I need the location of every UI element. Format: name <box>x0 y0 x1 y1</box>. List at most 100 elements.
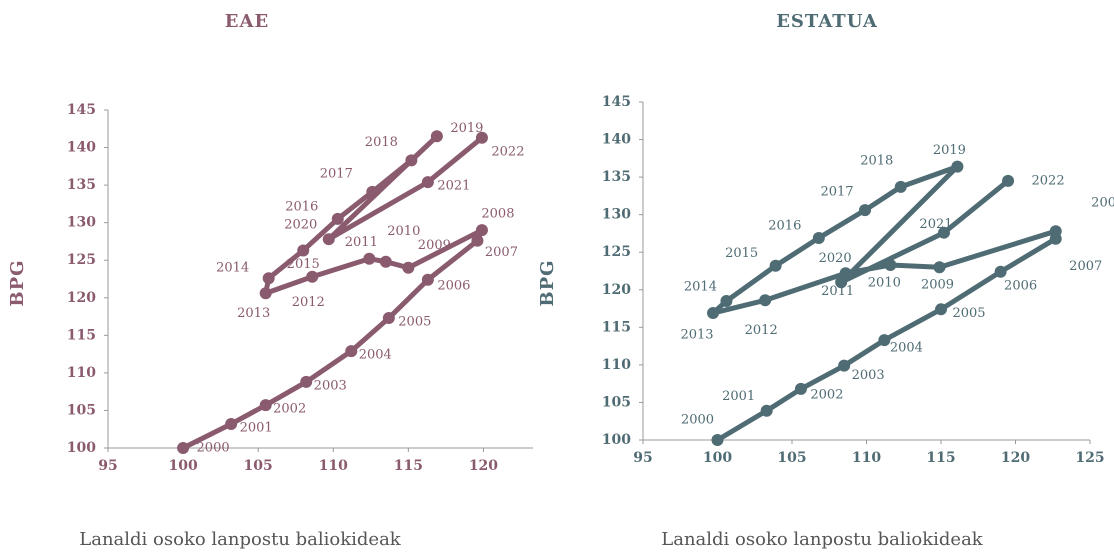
data-point <box>859 204 872 217</box>
data-point <box>937 226 950 239</box>
data-point <box>711 434 724 446</box>
data-point <box>835 276 848 289</box>
point-label: 2001 <box>722 389 755 404</box>
data-point <box>994 265 1007 278</box>
point-label: 2018 <box>860 153 893 168</box>
data-point <box>225 417 238 430</box>
point-label: 2009 <box>418 238 451 253</box>
point-label: 2006 <box>437 278 470 293</box>
x-tick-label: 95 <box>633 450 652 466</box>
point-label: 2011 <box>821 284 854 299</box>
data-point <box>1002 174 1015 187</box>
point-label: 2009 <box>921 278 954 293</box>
x-tick-label: 125 <box>1075 450 1104 466</box>
point-label: 2003 <box>852 368 885 383</box>
point-label: 2020 <box>819 251 852 266</box>
data-point <box>259 399 272 412</box>
point-label: 2010 <box>868 275 901 290</box>
x-tick-label: 110 <box>319 458 348 474</box>
data-point <box>471 234 484 247</box>
x-tick-label: 100 <box>703 450 732 466</box>
y-tick-label: 115 <box>67 327 96 343</box>
data-point <box>405 154 418 167</box>
y-tick-label: 135 <box>67 177 96 193</box>
y-tick-label: 130 <box>602 207 631 223</box>
y-tick-label: 135 <box>602 169 631 185</box>
point-label: 2004 <box>890 341 923 356</box>
y-tick-label: 120 <box>602 282 631 298</box>
point-label: 2015 <box>287 257 320 272</box>
point-label: 2022 <box>491 144 524 159</box>
data-point <box>878 334 891 347</box>
y-tick-label: 100 <box>602 432 631 448</box>
point-label: 2013 <box>680 328 713 343</box>
y-tick-label: 125 <box>67 252 96 268</box>
point-label: 2018 <box>365 135 398 150</box>
data-point <box>769 259 782 272</box>
x-axis-label: Lanaldi osoko lanpostu baliokideak <box>661 529 984 550</box>
point-label: 2010 <box>387 224 420 239</box>
data-point <box>759 294 772 307</box>
data-point <box>720 295 733 308</box>
x-tick-label: 100 <box>168 458 197 474</box>
data-point <box>382 312 395 325</box>
data-point <box>475 131 488 144</box>
data-point <box>331 212 344 225</box>
data-point <box>430 130 443 143</box>
data-point <box>421 176 434 189</box>
point-label: 2012 <box>292 295 325 310</box>
data-point <box>379 255 392 268</box>
y-tick-label: 140 <box>67 140 96 156</box>
point-label: 2021 <box>437 179 470 194</box>
data-point <box>884 258 897 271</box>
point-label: 2014 <box>684 280 717 295</box>
y-tick-label: 140 <box>602 132 631 148</box>
point-label: 2019 <box>450 121 483 136</box>
point-label: 2005 <box>952 306 985 321</box>
x-tick-label: 115 <box>394 458 423 474</box>
data-point <box>812 231 825 244</box>
y-tick-label: 130 <box>67 215 96 231</box>
y-tick-label: 110 <box>602 357 631 373</box>
data-point <box>935 303 947 316</box>
point-label: 2014 <box>216 261 249 276</box>
y-tick-label: 145 <box>602 94 631 110</box>
data-point <box>707 307 720 320</box>
data-point <box>475 224 488 237</box>
point-label: 2002 <box>273 402 306 417</box>
point-label: 2006 <box>1004 278 1037 293</box>
data-point <box>838 359 851 372</box>
y-tick-label: 100 <box>67 440 96 456</box>
y-tick-label: 125 <box>602 244 631 260</box>
y-tick-label: 105 <box>67 402 96 418</box>
x-tick-label: 120 <box>1001 450 1030 466</box>
data-point <box>421 273 434 286</box>
data-point <box>894 180 907 193</box>
y-tick-label: 145 <box>67 102 96 118</box>
x-tick-label: 120 <box>469 458 498 474</box>
data-point <box>306 270 319 283</box>
point-label: 2012 <box>745 323 778 338</box>
chart-title: EAE <box>225 11 269 32</box>
x-tick-label: 105 <box>244 458 273 474</box>
point-label: 2007 <box>485 245 518 260</box>
point-label: 2017 <box>320 166 353 181</box>
y-axis-label: BPG <box>537 259 558 306</box>
data-point <box>259 287 272 300</box>
x-tick-label: 105 <box>777 450 806 466</box>
point-label: 2015 <box>725 246 758 261</box>
data-point <box>933 261 946 274</box>
point-label: 2002 <box>810 387 843 402</box>
data-point <box>363 252 376 265</box>
data-point <box>300 375 313 388</box>
x-axis-label: Lanaldi osoko lanpostu baliokideak <box>79 529 402 550</box>
point-label: 2008 <box>1091 196 1114 211</box>
point-label: 2022 <box>1032 173 1065 188</box>
point-label: 2011 <box>345 235 378 250</box>
data-point <box>366 185 379 198</box>
data-point <box>760 404 773 417</box>
data-point <box>1049 225 1062 238</box>
data-point <box>322 233 335 246</box>
point-label: 2003 <box>314 378 347 393</box>
